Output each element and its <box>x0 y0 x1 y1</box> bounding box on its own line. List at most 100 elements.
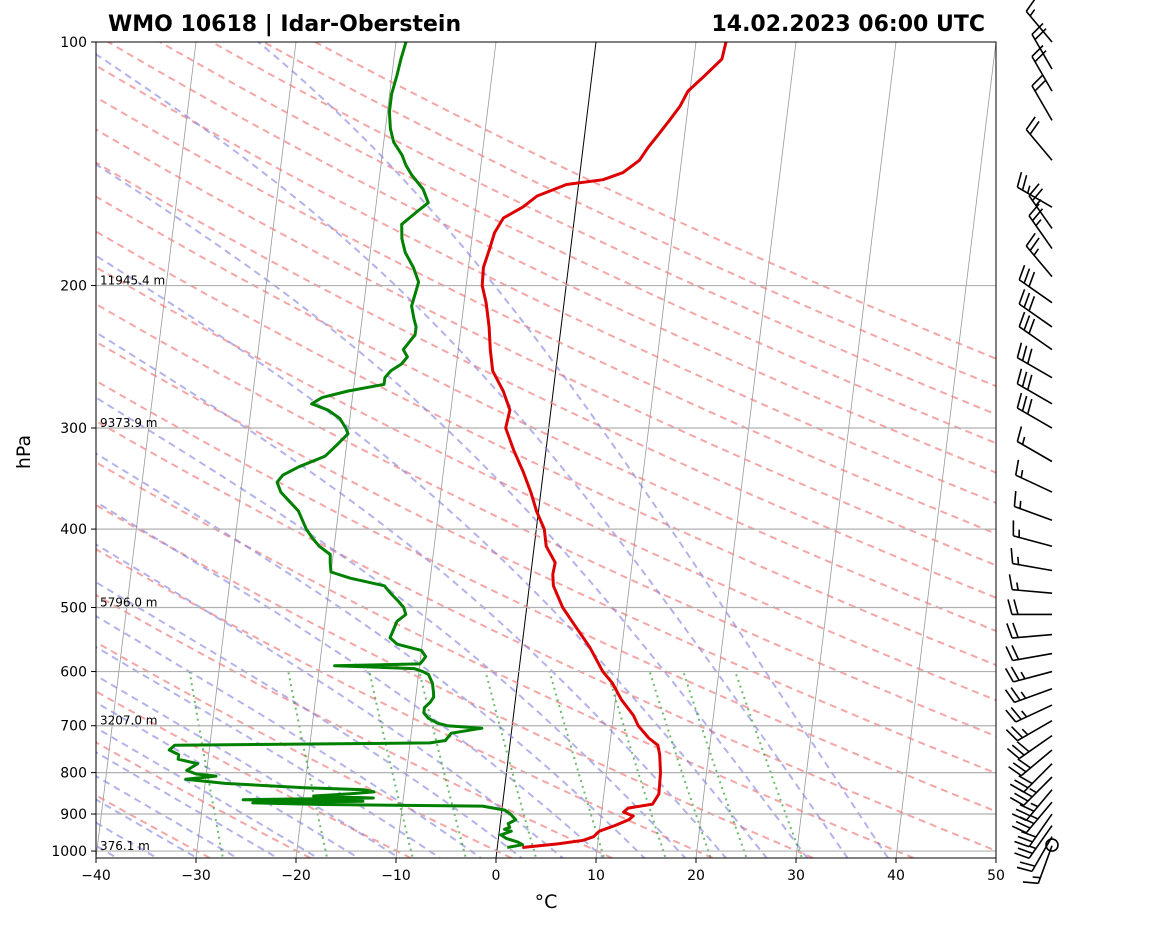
wind-barb-flag <box>1025 116 1036 131</box>
moist-adiabat-line <box>96 543 565 858</box>
dry-adiabat-line <box>159 42 996 445</box>
moist-adiabat-line <box>96 331 728 858</box>
wind-barb-flag <box>1016 368 1023 384</box>
moist-adiabat-line <box>96 798 200 858</box>
wind-barb-flag <box>1034 50 1047 63</box>
wind-barb-staff <box>1018 734 1053 760</box>
temperature-profile-line <box>480 42 728 849</box>
wind-barb-flag <box>1010 706 1022 720</box>
wind-barb-flag <box>1007 599 1013 615</box>
wind-barbs <box>1004 0 1059 885</box>
dry-adiabat-line <box>263 42 996 388</box>
wind-barb <box>1031 44 1053 92</box>
wind-barb-flag <box>1018 289 1026 305</box>
wind-barb <box>1016 171 1053 208</box>
dry-adiabat-line <box>96 419 996 852</box>
dry-adiabat-line <box>96 266 996 702</box>
wind-barb-flag <box>1022 881 1039 885</box>
wind-barb <box>1031 74 1053 121</box>
wind-barb-staff <box>1025 245 1053 278</box>
x-axis-ticks: −40 −30 −20 −10 0 10 20 30 40 50 <box>81 858 1005 884</box>
wind-barb-flag <box>1021 174 1028 191</box>
wind-barb-staff <box>1037 845 1053 884</box>
wind-barb-flag <box>1016 342 1023 358</box>
wind-barb-half-flag <box>1033 248 1040 256</box>
y-tick-label: 400 <box>60 522 87 538</box>
wind-barb-staff <box>1012 633 1053 639</box>
wind-barb <box>1025 232 1053 278</box>
wind-barb-half-flag <box>1030 814 1039 820</box>
wind-barb-staff <box>1023 763 1053 793</box>
plot-frame <box>95 41 997 859</box>
wind-barb <box>1011 789 1053 822</box>
isotherm-line <box>895 42 996 858</box>
wind-barb-flag <box>1016 426 1023 442</box>
wind-barb <box>1006 734 1053 760</box>
wind-barb-staff <box>1018 326 1053 351</box>
height-label: 5796.0 m <box>100 595 158 609</box>
mixing-ratio-line <box>734 671 804 858</box>
wind-barb-flag <box>1004 689 1016 703</box>
dry-adiabat-line <box>96 461 915 858</box>
y-tick-label: 600 <box>60 665 87 681</box>
x-tick-label: −10 <box>381 868 411 884</box>
x-tick-label: 50 <box>987 868 1005 884</box>
wind-barb-flag <box>1031 22 1044 35</box>
wind-barb-flag <box>1008 766 1022 777</box>
x-tick-label: 40 <box>887 868 905 884</box>
wind-barb <box>1031 22 1053 70</box>
wind-barb <box>1016 392 1053 429</box>
wind-barb-flag <box>1031 188 1044 202</box>
wind-barb-flag <box>1023 315 1031 331</box>
wind-barb-flag <box>1011 744 1025 756</box>
wind-barb-staff <box>1016 719 1053 742</box>
wind-barb-flag <box>1011 825 1027 834</box>
wind-barb-staff <box>1016 383 1053 405</box>
isotherm-line <box>195 42 297 858</box>
wind-barb-staff <box>1025 129 1053 161</box>
y-tick-label: 100 <box>60 35 87 51</box>
wind-barb-half-flag <box>1021 436 1026 445</box>
height-label: 376.1 m <box>100 839 150 853</box>
dry-adiabat-line <box>96 741 311 858</box>
wind-barb-flag <box>1005 646 1014 661</box>
y-axis-ticks: 100 200 300 400 500 600 700 800 900 1000 <box>51 35 96 860</box>
isotherm-line <box>595 42 697 858</box>
x-tick-label: 30 <box>787 868 805 884</box>
moist-adiabat-line <box>96 645 442 858</box>
moist-adiabat-line <box>96 500 606 858</box>
wind-barb-flag <box>1026 374 1033 390</box>
wind-barb-flag <box>1026 398 1033 415</box>
wind-barb-flag <box>1010 547 1014 564</box>
pressure-grid <box>96 284 996 852</box>
wind-barb-flag <box>1015 808 1031 817</box>
wind-barb-half-flag <box>1020 469 1024 478</box>
wind-barb-staff <box>1028 215 1053 249</box>
wind-barb-half-flag <box>1020 691 1027 699</box>
isotherm-line <box>1096 42 1160 858</box>
wind-barb-staff <box>1016 407 1053 429</box>
moist-adiabat-line <box>96 396 687 858</box>
wind-barb-flag <box>1012 622 1019 638</box>
wind-barb-flag <box>1028 318 1036 334</box>
wind-barb-staff <box>1031 34 1053 70</box>
wind-barb-flag <box>1011 726 1024 739</box>
wind-barb <box>1007 599 1052 616</box>
dry-adiabat-line <box>96 379 996 813</box>
mixing-ratio-line <box>188 671 224 858</box>
wind-barb-flag <box>1012 762 1027 773</box>
wind-barb-half-flag <box>1035 219 1042 227</box>
wind-barb <box>1008 574 1053 594</box>
wind-barb-flag <box>1021 830 1037 838</box>
wind-barb <box>1004 687 1053 704</box>
isotherm-line <box>695 42 797 858</box>
wind-barb-flag <box>1004 668 1015 683</box>
dry-adiabat-line <box>96 548 713 858</box>
wind-barb-staff <box>1028 195 1053 229</box>
dry-adiabat-line <box>96 64 996 504</box>
wind-barb-flag <box>1010 666 1020 681</box>
wind-barb-flag <box>1009 796 1025 806</box>
wind-barb-flag <box>1005 709 1017 723</box>
wind-barb-flag <box>1006 747 1020 760</box>
wind-barb-flag <box>1010 687 1021 701</box>
